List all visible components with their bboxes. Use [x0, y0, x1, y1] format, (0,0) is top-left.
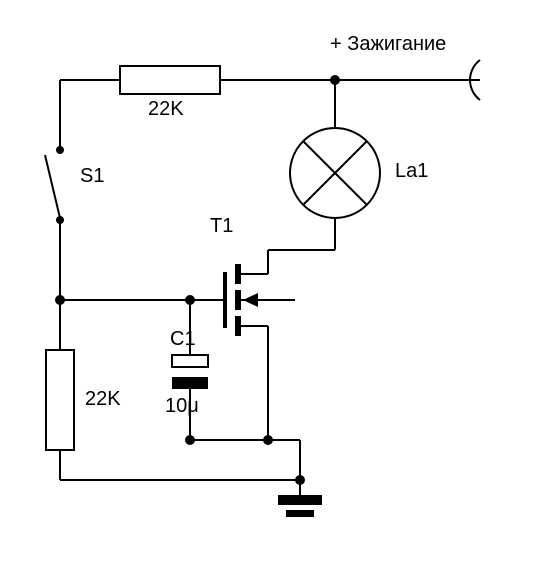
- label-c1-value: 10μ: [165, 395, 199, 418]
- switch-terminal: [57, 147, 63, 153]
- node: [264, 436, 272, 444]
- label-switch: S1: [80, 165, 104, 188]
- cap-plate-bottom: [172, 377, 208, 389]
- ground-bar-2: [286, 510, 314, 517]
- label-ignition: + Зажигание: [330, 33, 446, 56]
- label-r2: 22K: [85, 388, 121, 411]
- circuit-diagram: + Зажигание S1 22K 22K T1 La1 C1 10μ: [0, 0, 549, 567]
- label-c1: C1: [170, 328, 196, 351]
- cap-plate-top: [172, 355, 208, 367]
- label-r1: 22K: [148, 98, 184, 121]
- switch-arm: [45, 155, 60, 218]
- ground-bar-1: [278, 495, 322, 505]
- schematic-svg: [0, 0, 549, 567]
- label-t1: T1: [210, 215, 233, 238]
- resistor-r1: [120, 66, 220, 94]
- label-la1: La1: [395, 160, 428, 183]
- mosfet-arrow: [243, 293, 258, 307]
- resistor-r2: [46, 350, 74, 450]
